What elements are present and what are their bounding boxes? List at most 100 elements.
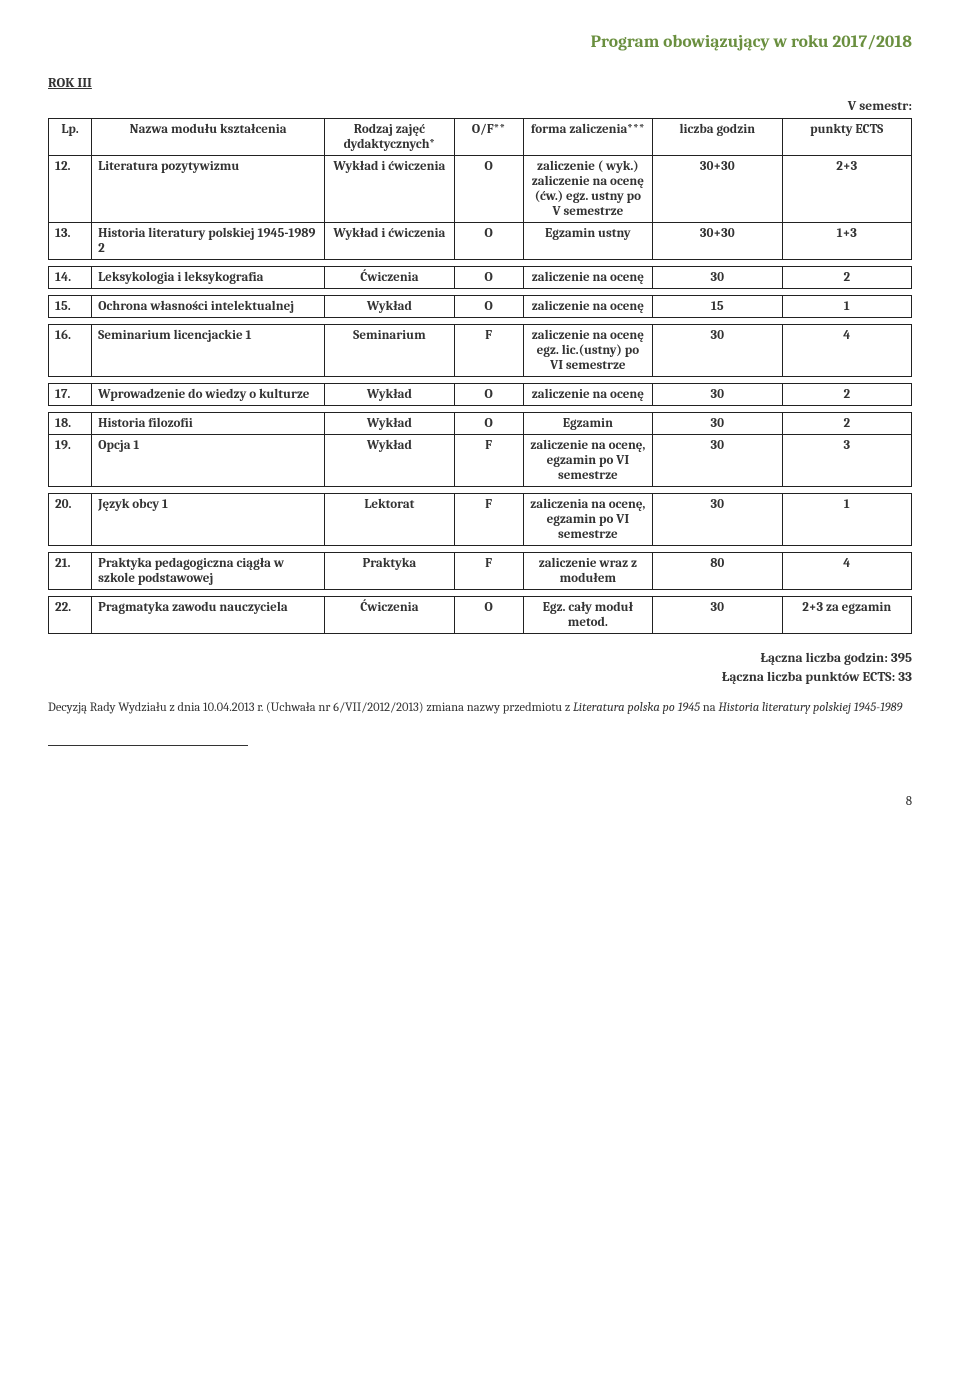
summary-godzin: Łączna liczba godzin: 395	[760, 651, 912, 666]
summary-ects: Łączna liczba punktów ECTS: 33	[722, 670, 912, 685]
cell-lp: 18.	[49, 413, 92, 435]
cell-lp: 14.	[49, 267, 92, 289]
cell-name: Opcja 1	[92, 435, 325, 487]
table-row: 19.Opcja 1WykładFzaliczenie na ocenę, eg…	[49, 435, 912, 487]
data-table: 15.Ochrona własności intelektualnejWykła…	[48, 295, 912, 318]
cell-forma: Egz. cały moduł metod.	[523, 597, 652, 634]
cell-ects: 2+3	[782, 156, 912, 223]
cell-forma: zaliczenia na ocenę, egzamin po VI semes…	[523, 494, 652, 546]
data-table: 17.Wprowadzenie do wiedzy o kulturzeWykł…	[48, 383, 912, 406]
data-table: 20.Język obcy 1LektoratFzaliczenia na oc…	[48, 493, 912, 546]
cell-forma: zaliczenie na ocenę	[523, 296, 652, 318]
data-table: 18.Historia filozofiiWykładOEgzamin30219…	[48, 412, 912, 487]
table-row: 12.Literatura pozytywizmuWykład i ćwicze…	[49, 156, 912, 223]
cell-ects: 4	[782, 325, 912, 377]
cell-of: O	[454, 597, 523, 634]
cell-lp: 17.	[49, 384, 92, 406]
data-table: Lp.Nazwa modułu kształceniaRodzaj zajęć …	[48, 118, 912, 260]
col-lp: Lp.	[49, 119, 92, 156]
table-row: 18.Historia filozofiiWykładOEgzamin302	[49, 413, 912, 435]
table-row: 20.Język obcy 1LektoratFzaliczenia na oc…	[49, 494, 912, 546]
cell-type: Seminarium	[325, 325, 454, 377]
cell-godz: 30	[653, 325, 782, 377]
cell-type: Lektorat	[325, 494, 454, 546]
footnote-em1: Literatura polska po 1945	[573, 701, 700, 715]
data-table: 14.Leksykologia i leksykografiaĆwiczenia…	[48, 266, 912, 289]
cell-lp: 12.	[49, 156, 92, 223]
cell-ects: 2	[782, 384, 912, 406]
cell-of: O	[454, 267, 523, 289]
cell-forma: zaliczenie wraz z modułem	[523, 553, 652, 590]
cell-lp: 22.	[49, 597, 92, 634]
summary-block: Łączna liczba godzin: 395 Łączna liczba …	[48, 650, 912, 688]
cell-type: Wykład	[325, 384, 454, 406]
table-row: 15.Ochrona własności intelektualnejWykła…	[49, 296, 912, 318]
cell-type: Wykład	[325, 435, 454, 487]
cell-godz: 30	[653, 413, 782, 435]
cell-type: Wykład i ćwiczenia	[325, 156, 454, 223]
cell-ects: 1	[782, 296, 912, 318]
cell-ects: 2	[782, 413, 912, 435]
col-type: Rodzaj zajęć dydaktycznych*	[325, 119, 454, 156]
cell-of: O	[454, 296, 523, 318]
table-row: 16.Seminarium licencjackie 1SeminariumFz…	[49, 325, 912, 377]
cell-name: Seminarium licencjackie 1	[92, 325, 325, 377]
cell-ects: 4	[782, 553, 912, 590]
col-ects: punkty ECTS	[782, 119, 912, 156]
table-row: 17.Wprowadzenie do wiedzy o kulturzeWykł…	[49, 384, 912, 406]
cell-lp: 16.	[49, 325, 92, 377]
col-name: Nazwa modułu kształcenia	[92, 119, 325, 156]
cell-forma: zaliczenie na ocenę	[523, 384, 652, 406]
cell-type: Wykład	[325, 296, 454, 318]
cell-forma: zaliczenie na ocenę egz. lic.(ustny) po …	[523, 325, 652, 377]
data-table: 22.Pragmatyka zawodu nauczycielaĆwiczeni…	[48, 596, 912, 634]
cell-name: Literatura pozytywizmu	[92, 156, 325, 223]
cell-forma: Egzamin ustny	[523, 223, 652, 260]
cell-ects: 3	[782, 435, 912, 487]
table-row: 22.Pragmatyka zawodu nauczycielaĆwiczeni…	[49, 597, 912, 634]
section-rok: ROK III	[48, 76, 912, 91]
table-row: 14.Leksykologia i leksykografiaĆwiczenia…	[49, 267, 912, 289]
cell-lp: 19.	[49, 435, 92, 487]
separator-rule	[48, 745, 248, 746]
footnote: Decyzją Rady Wydziału z dnia 10.04.2013 …	[48, 700, 912, 718]
cell-of: O	[454, 413, 523, 435]
cell-godz: 15	[653, 296, 782, 318]
cell-forma: zaliczenie na ocenę	[523, 267, 652, 289]
cell-forma: zaliczenie na ocenę, egzamin po VI semes…	[523, 435, 652, 487]
cell-name: Praktyka pedagogiczna ciągła w szkole po…	[92, 553, 325, 590]
cell-type: Ćwiczenia	[325, 267, 454, 289]
cell-godz: 30	[653, 384, 782, 406]
cell-ects: 1	[782, 494, 912, 546]
footnote-em2: Historia literatury polskiej 1945-1989	[718, 701, 902, 715]
cell-lp: 13.	[49, 223, 92, 260]
page-title: Program obowiązujący w roku 2017/2018	[48, 32, 912, 52]
cell-type: Wykład i ćwiczenia	[325, 223, 454, 260]
cell-name: Ochrona własności intelektualnej	[92, 296, 325, 318]
semestr-label: V semestr:	[48, 99, 912, 114]
cell-of: F	[454, 553, 523, 590]
cell-of: O	[454, 384, 523, 406]
cell-name: Język obcy 1	[92, 494, 325, 546]
cell-godz: 30	[653, 597, 782, 634]
cell-forma: Egzamin	[523, 413, 652, 435]
table-row: 13.Historia literatury polskiej 1945-198…	[49, 223, 912, 260]
footnote-mid: na	[700, 701, 718, 715]
cell-name: Pragmatyka zawodu nauczyciela	[92, 597, 325, 634]
cell-ects: 2	[782, 267, 912, 289]
footnote-prefix: Decyzją Rady Wydziału z dnia 10.04.2013 …	[48, 701, 573, 715]
cell-lp: 15.	[49, 296, 92, 318]
col-godz: liczba godzin	[653, 119, 782, 156]
cell-godz: 30+30	[653, 223, 782, 260]
table-row: 21.Praktyka pedagogiczna ciągła w szkole…	[49, 553, 912, 590]
cell-godz: 30	[653, 267, 782, 289]
cell-name: Historia filozofii	[92, 413, 325, 435]
cell-of: F	[454, 494, 523, 546]
col-of: O/F**	[454, 119, 523, 156]
data-table: 21.Praktyka pedagogiczna ciągła w szkole…	[48, 552, 912, 590]
data-table: 16.Seminarium licencjackie 1SeminariumFz…	[48, 324, 912, 377]
cell-of: O	[454, 156, 523, 223]
cell-ects: 2+3 za egzamin	[782, 597, 912, 634]
cell-type: Praktyka	[325, 553, 454, 590]
cell-name: Historia literatury polskiej 1945-1989 2	[92, 223, 325, 260]
